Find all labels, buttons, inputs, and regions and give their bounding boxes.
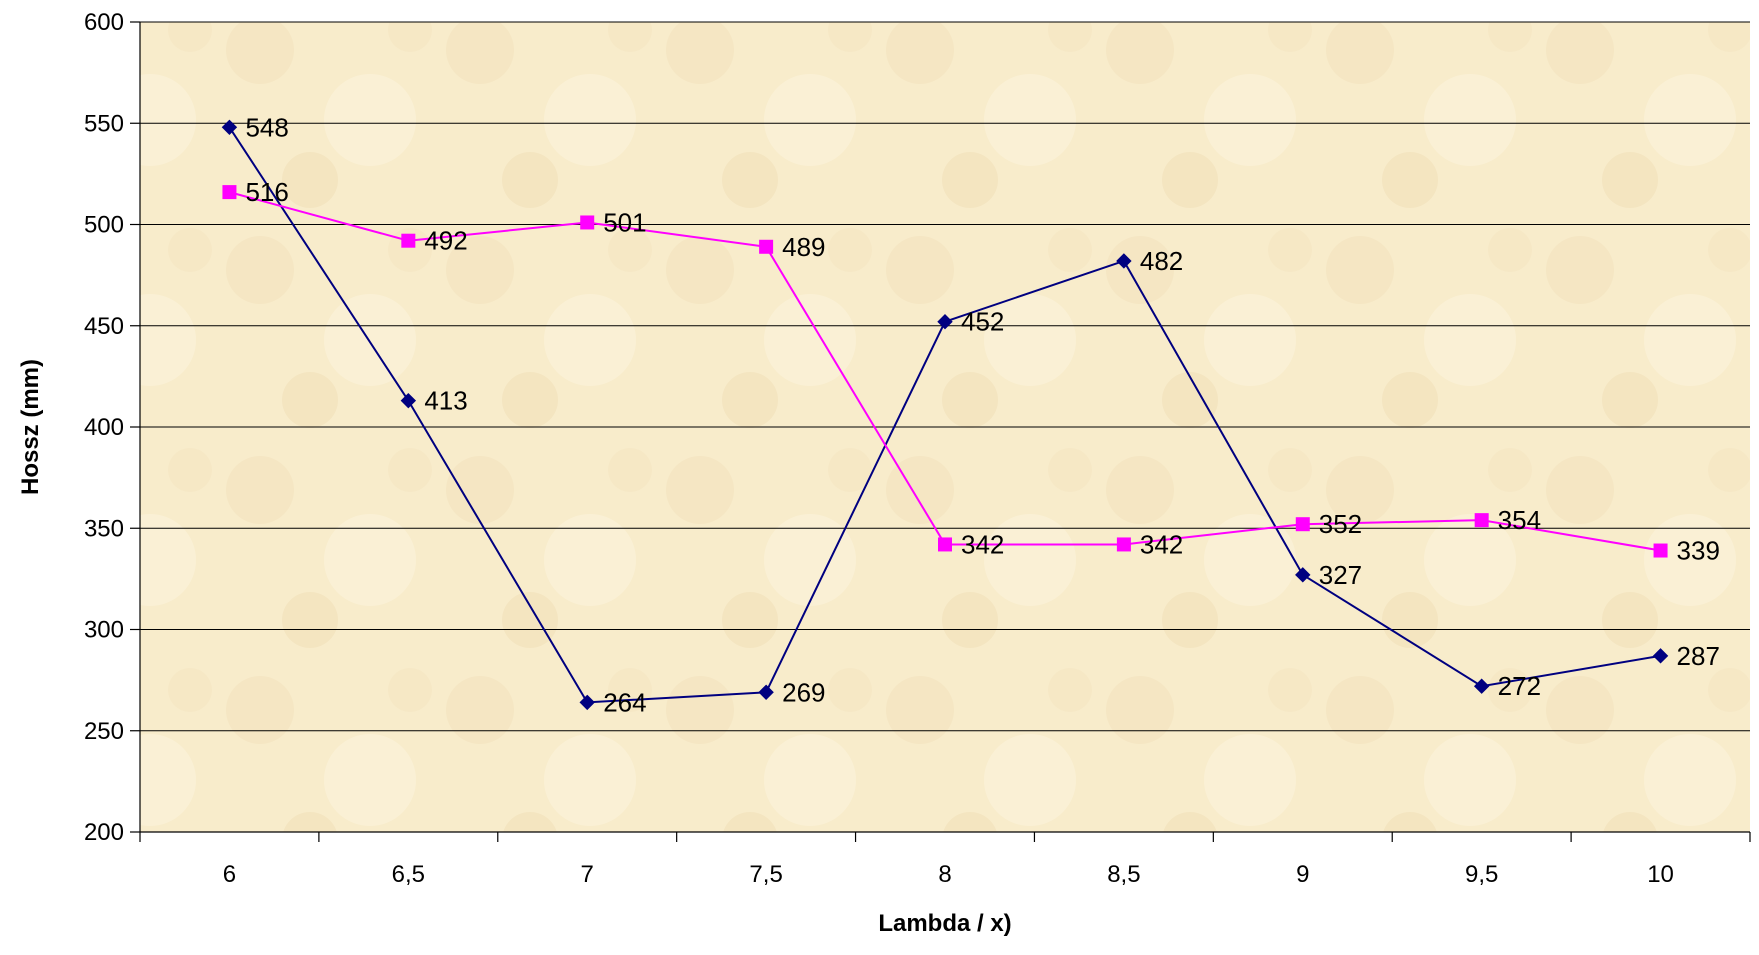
- series-1-point: [1295, 567, 1311, 583]
- series-1-data-label: 287: [1677, 641, 1720, 671]
- series-2-point: [1295, 517, 1310, 532]
- series-1-point: [221, 119, 238, 136]
- x-tick-label: 6: [223, 861, 236, 888]
- series-1-data-label: 327: [1319, 560, 1362, 590]
- series-2-data-label: 516: [245, 177, 288, 207]
- series-2-point: [580, 215, 595, 230]
- series-2-point: [1116, 537, 1131, 552]
- series-2-data-label: 492: [424, 226, 467, 256]
- x-tick-label: 10: [1647, 861, 1674, 888]
- x-tick-label: 7,5: [749, 861, 782, 888]
- x-tick-label: 9,5: [1465, 861, 1498, 888]
- series-1-data-label: 413: [424, 386, 467, 416]
- series-2-point: [1474, 513, 1489, 528]
- series-1-point: [1116, 253, 1132, 269]
- series-2-data-label: 339: [1677, 536, 1720, 566]
- series-2-point: [401, 233, 416, 248]
- x-tick-label: 8,5: [1107, 861, 1140, 888]
- series-2-data-label: 501: [603, 207, 646, 237]
- series-1-point: [937, 313, 953, 330]
- x-tick-label: 9: [1296, 861, 1309, 888]
- y-tick-label: 550: [84, 110, 124, 137]
- gridlines: [140, 21, 1750, 732]
- series-layer: [221, 119, 1669, 711]
- series-1-point: [1473, 678, 1490, 694]
- y-tick-label: 250: [84, 718, 124, 745]
- y-tick-label: 500: [84, 212, 124, 239]
- y-tick-label: 450: [84, 313, 124, 340]
- series-2-data-label: 352: [1319, 509, 1362, 539]
- y-tick-label: 600: [84, 9, 124, 36]
- series-2-point: [759, 239, 774, 254]
- series-2-data-label: 342: [1140, 529, 1183, 559]
- y-tick-label: 350: [84, 515, 124, 542]
- series-2-point: [222, 185, 237, 200]
- x-tick-label: 6,5: [392, 861, 425, 888]
- series-1-data-label: 264: [603, 687, 646, 717]
- series-1-data-label: 452: [961, 307, 1004, 337]
- series-2-point: [938, 537, 952, 552]
- series-1-data-label: 269: [782, 677, 825, 707]
- x-axis-title: Lambda / x): [878, 910, 1011, 937]
- series-2-data-label: 354: [1498, 505, 1541, 535]
- series-1-data-label: 548: [245, 112, 288, 142]
- series-2-data-label: 489: [782, 232, 825, 262]
- y-tick-label: 200: [84, 819, 124, 846]
- series-2-data-label: 342: [961, 529, 1004, 559]
- series-1-data-label: 272: [1498, 671, 1541, 701]
- y-axis-title: Hossz (mm): [17, 359, 44, 495]
- y-tick-label: 300: [84, 617, 124, 644]
- series-1-point: [579, 694, 595, 711]
- y-tick-labels: 200 250 300 350 400 450 500 550 600: [84, 9, 124, 846]
- series-1-point: [400, 392, 417, 409]
- series-2-point: [1653, 543, 1668, 558]
- axes: [130, 21, 1751, 842]
- x-tick-labels: 6 6,5 7 7,5 8 8,5 9 9,5 10: [223, 861, 1674, 888]
- x-tick-label: 7: [581, 861, 594, 888]
- x-tick-label: 8: [938, 861, 951, 888]
- data-labels: 548 413 264 269 452 482 327 272 287 516 492 501 489 3…: [245, 112, 1720, 717]
- series-1-data-label: 482: [1140, 246, 1183, 276]
- series-1-point: [1652, 648, 1669, 664]
- y-tick-label: 400: [84, 414, 124, 441]
- series-1-point: [758, 684, 774, 700]
